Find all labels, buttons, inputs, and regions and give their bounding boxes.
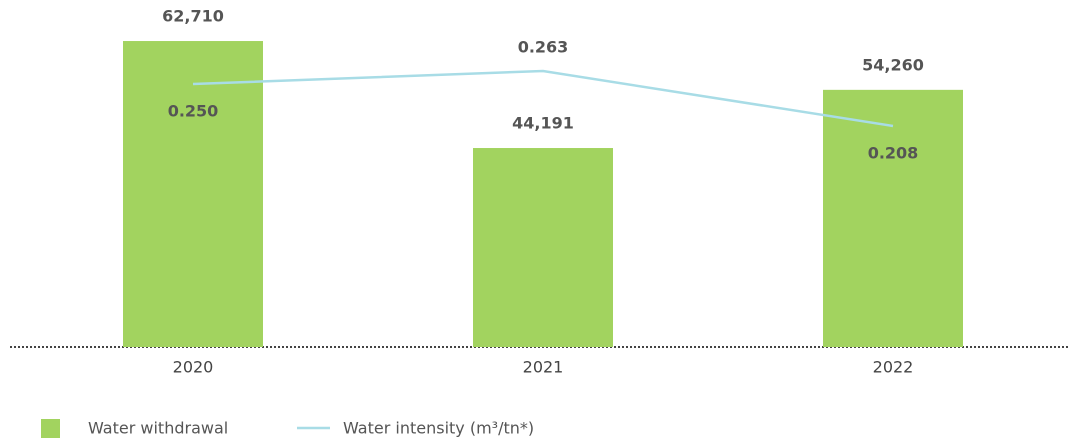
line-value-label: 0.250: [168, 102, 219, 121]
bar-value-label: 44,191: [512, 114, 574, 133]
line: [192, 69, 894, 128]
legend-label: Water intensity (m³/tn*): [343, 419, 534, 438]
bar: [473, 148, 613, 347]
bar: [823, 89, 963, 348]
line-value-label: 0.263: [518, 38, 569, 57]
bar-value-label: 54,260: [862, 55, 924, 74]
bar: [123, 41, 263, 347]
legend-swatch: [41, 419, 60, 438]
legend-label: Water withdrawal: [88, 419, 228, 438]
line-value-label: 0.208: [868, 144, 919, 163]
x-tick-label: 2021: [523, 358, 564, 377]
x-tick-label: 2020: [173, 358, 214, 377]
x-tick-label: 2022: [873, 358, 914, 377]
bar-value-label: 62,710: [162, 7, 224, 26]
